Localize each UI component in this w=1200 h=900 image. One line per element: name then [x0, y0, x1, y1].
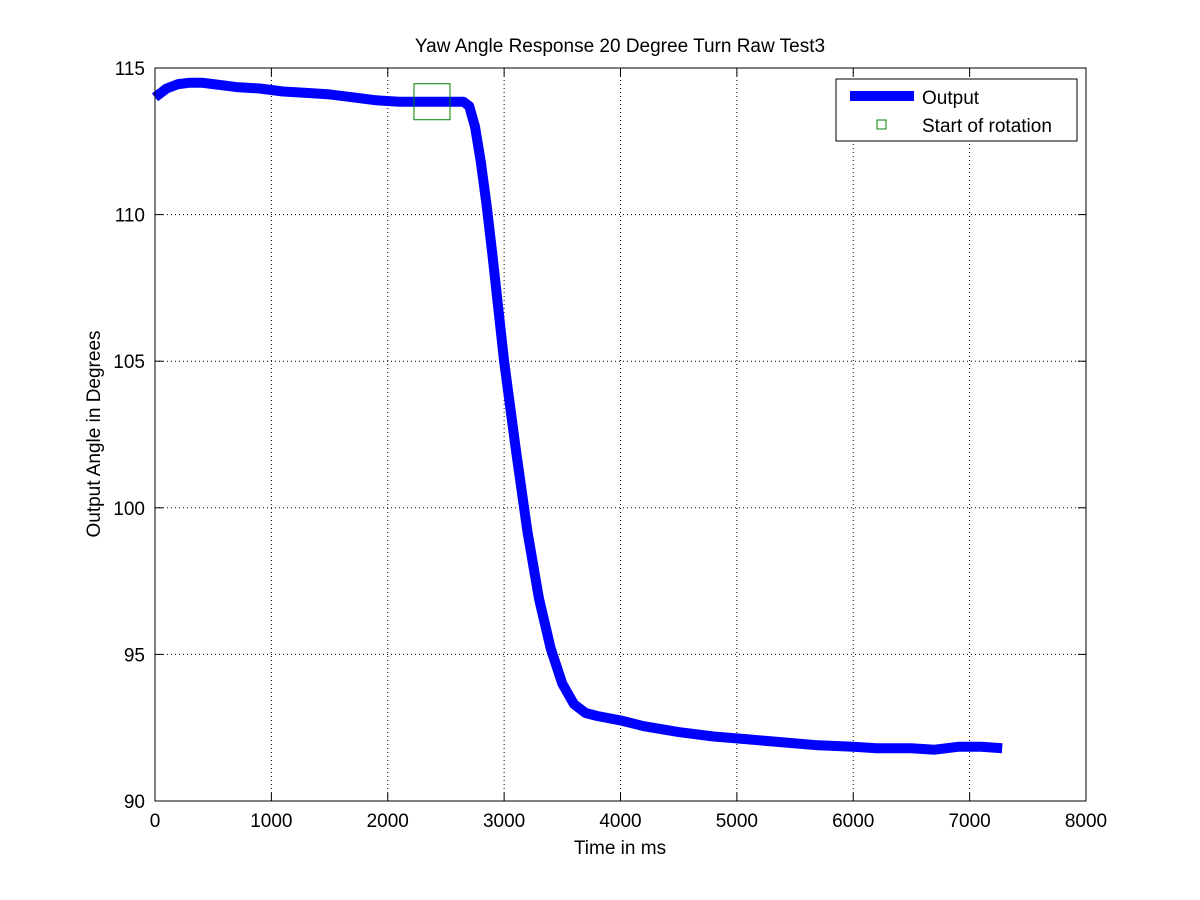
y-tick-label: 95: [124, 645, 145, 666]
y-tick-label: 110: [115, 206, 145, 227]
y-tick-label: 115: [115, 59, 145, 80]
legend-start-marker-swatch: [876, 119, 887, 130]
start-of-rotation-marker: [413, 83, 451, 121]
x-tick-label: 5000: [716, 811, 758, 832]
x-tick-label: 3000: [483, 811, 525, 832]
legend-start-of-rotation-label: Start of rotation: [922, 116, 1052, 137]
x-tick-label: 7000: [948, 811, 990, 832]
x-tick-label: 4000: [599, 811, 641, 832]
data-series: [151, 77, 1003, 755]
x-tick-label: 0: [150, 811, 161, 832]
legend-box: [835, 78, 1078, 142]
grid-lines: [155, 68, 1086, 801]
y-tick-label: 100: [113, 499, 145, 520]
x-axis-label: Time in ms: [574, 838, 666, 859]
y-axis-label: Output Angle in Degrees: [84, 330, 105, 537]
y-tick-label: 90: [124, 792, 145, 813]
legend-output-label: Output: [922, 88, 980, 109]
x-tick-label: 6000: [832, 811, 874, 832]
chart-title: Yaw Angle Response 20 Degree Turn Raw Te…: [415, 36, 825, 57]
x-tick-label: 1000: [250, 811, 292, 832]
x-tick-label: 8000: [1065, 811, 1107, 832]
plot-area-frame: [154, 67, 1087, 802]
x-tick-label: 2000: [367, 811, 409, 832]
y-tick-label: 105: [113, 352, 145, 373]
axis-ticks: 0 1000 2000 3000 4000 5000 6000 7000 8000 90 95 100…: [113, 59, 1107, 832]
legend: Output Start of rotation: [835, 78, 1078, 142]
output-series-line: [151, 77, 1003, 755]
